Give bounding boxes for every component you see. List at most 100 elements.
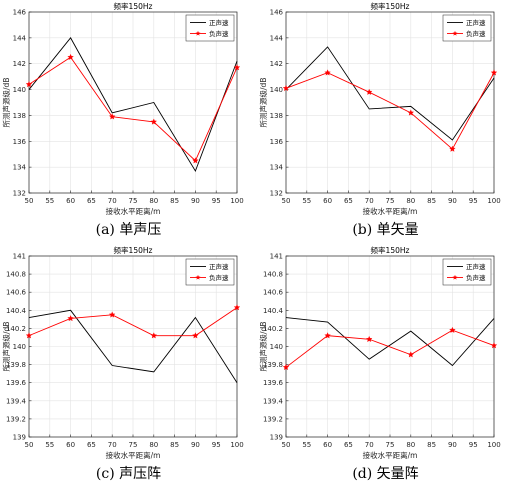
x-tick-label: 95 bbox=[212, 441, 221, 449]
x-tick-label: 75 bbox=[386, 197, 395, 205]
y-tick-label: 146 bbox=[270, 9, 284, 17]
x-tick-label: 70 bbox=[108, 441, 117, 449]
x-tick-label: 100 bbox=[230, 197, 243, 205]
x-tick-label: 50 bbox=[25, 197, 34, 205]
y-tick-label: 139.4 bbox=[6, 397, 27, 405]
y-tick-label: 140 bbox=[13, 343, 26, 351]
chart-title: 频率150Hz bbox=[371, 1, 410, 11]
chart-title: 频率150Hz bbox=[371, 245, 410, 255]
chart-svg: 50 55 60 65 70 75 80 85 90 95 100 132 134 136 138 140 14… bbox=[258, 1, 501, 216]
y-tick-label: 136 bbox=[13, 138, 27, 146]
y-tick-label: 140.8 bbox=[6, 271, 26, 279]
x-tick-label: 90 bbox=[448, 441, 457, 449]
data-point bbox=[490, 69, 498, 76]
y-tick-label: 134 bbox=[270, 164, 284, 172]
series-positive-sound-speed bbox=[285, 46, 495, 141]
x-tick-label: 95 bbox=[212, 197, 221, 205]
series-line bbox=[28, 307, 238, 337]
data-point bbox=[108, 311, 116, 318]
data-point bbox=[365, 88, 373, 95]
data-point bbox=[233, 64, 241, 71]
x-tick-label: 80 bbox=[149, 441, 158, 449]
figure-caption: (b) 单矢量 bbox=[352, 222, 419, 238]
y-tick-label: 146 bbox=[13, 9, 27, 17]
x-tick-label: 75 bbox=[129, 441, 138, 449]
series-line bbox=[285, 317, 495, 367]
y-tick-label: 139 bbox=[270, 434, 283, 442]
x-tick-label: 100 bbox=[487, 197, 500, 205]
x-tick-label: 55 bbox=[302, 197, 311, 205]
data-point bbox=[150, 332, 158, 339]
x-tick-label: 90 bbox=[191, 197, 200, 205]
x-tick-label: 50 bbox=[282, 441, 291, 449]
y-tick-label: 136 bbox=[270, 138, 284, 146]
data-point bbox=[282, 84, 290, 92]
y-tick-label: 139.8 bbox=[6, 361, 26, 369]
x-tick-label: 70 bbox=[108, 197, 117, 205]
data-point bbox=[324, 332, 331, 339]
y-tick-label: 144 bbox=[270, 34, 284, 42]
x-tick-label: 65 bbox=[87, 441, 96, 449]
legend-label: 负声速 bbox=[466, 29, 486, 38]
data-point bbox=[490, 342, 498, 349]
x-axis-label: 接收水平距离/m bbox=[363, 450, 418, 460]
y-tick-label: 142 bbox=[270, 60, 283, 68]
y-axis-label: 所测声源级/dB bbox=[258, 78, 268, 128]
y-axis-label: 所测声源级/dB bbox=[1, 78, 11, 128]
figure-caption: (a) 单声压 bbox=[95, 222, 162, 238]
x-tick-label: 100 bbox=[487, 441, 500, 449]
y-tick-label: 140 bbox=[13, 86, 26, 94]
x-axis-label: 接收水平距离/m bbox=[363, 206, 418, 216]
data-point bbox=[449, 145, 456, 152]
y-tick-label: 140.6 bbox=[6, 289, 27, 297]
y-tick-label: 141 bbox=[270, 253, 283, 261]
y-tick-label: 138 bbox=[270, 112, 283, 120]
x-tick-label: 70 bbox=[365, 197, 374, 205]
y-tick-label: 132 bbox=[270, 190, 283, 198]
chart-svg: 50 55 60 65 70 75 80 85 90 95 100 139 139.2 139.4 139.… bbox=[1, 245, 244, 460]
x-tick-label: 65 bbox=[344, 197, 353, 205]
data-point bbox=[192, 332, 199, 339]
data-point bbox=[108, 113, 116, 120]
x-tick-label: 75 bbox=[386, 441, 395, 449]
x-tick-label: 80 bbox=[149, 197, 158, 205]
y-tick-label: 139.4 bbox=[263, 397, 284, 405]
data-point bbox=[449, 326, 456, 333]
data-point bbox=[25, 332, 33, 339]
y-tick-label: 138 bbox=[13, 112, 26, 120]
chart-title: 频率150Hz bbox=[114, 245, 153, 255]
series-negative-sound-speed bbox=[282, 69, 498, 152]
series-line bbox=[28, 37, 238, 173]
x-axis-label: 接收水平距离/m bbox=[106, 206, 161, 216]
y-tick-label: 140.2 bbox=[263, 325, 283, 333]
chart-panel-single-vector: 50 55 60 65 70 75 80 85 90 95 100 132 134 136 138 140 14… bbox=[257, 0, 514, 244]
x-tick-label: 100 bbox=[230, 441, 243, 449]
series-line bbox=[285, 329, 495, 368]
x-tick-label: 50 bbox=[25, 441, 34, 449]
figure-caption: (d) 矢量阵 bbox=[352, 466, 419, 482]
y-tick-label: 140.4 bbox=[263, 307, 284, 315]
data-point bbox=[365, 335, 373, 343]
data-point bbox=[407, 351, 415, 358]
y-tick-label: 139.2 bbox=[6, 415, 26, 423]
x-tick-label: 60 bbox=[323, 197, 332, 205]
y-tick-label: 141 bbox=[13, 253, 26, 261]
chart-title: 频率150Hz bbox=[114, 1, 153, 11]
y-tick-label: 142 bbox=[13, 60, 26, 68]
series-negative-sound-speed bbox=[25, 53, 241, 164]
series-negative-sound-speed bbox=[282, 326, 498, 371]
x-tick-label: 85 bbox=[427, 197, 436, 205]
x-tick-label: 85 bbox=[170, 197, 179, 205]
chart-panel-vector-array: 50 55 60 65 70 75 80 85 90 95 100 139 139.2 139.4 139.… bbox=[257, 244, 514, 488]
legend-label: 正声速 bbox=[209, 18, 229, 27]
legend-label: 正声速 bbox=[466, 262, 486, 271]
x-tick-label: 55 bbox=[302, 441, 311, 449]
figure-caption: (c) 声压阵 bbox=[95, 466, 162, 482]
data-point bbox=[407, 109, 415, 116]
y-tick-label: 139.8 bbox=[263, 361, 283, 369]
y-tick-label: 140 bbox=[270, 86, 283, 94]
legend-box bbox=[185, 14, 235, 42]
series-negative-sound-speed bbox=[25, 304, 241, 339]
